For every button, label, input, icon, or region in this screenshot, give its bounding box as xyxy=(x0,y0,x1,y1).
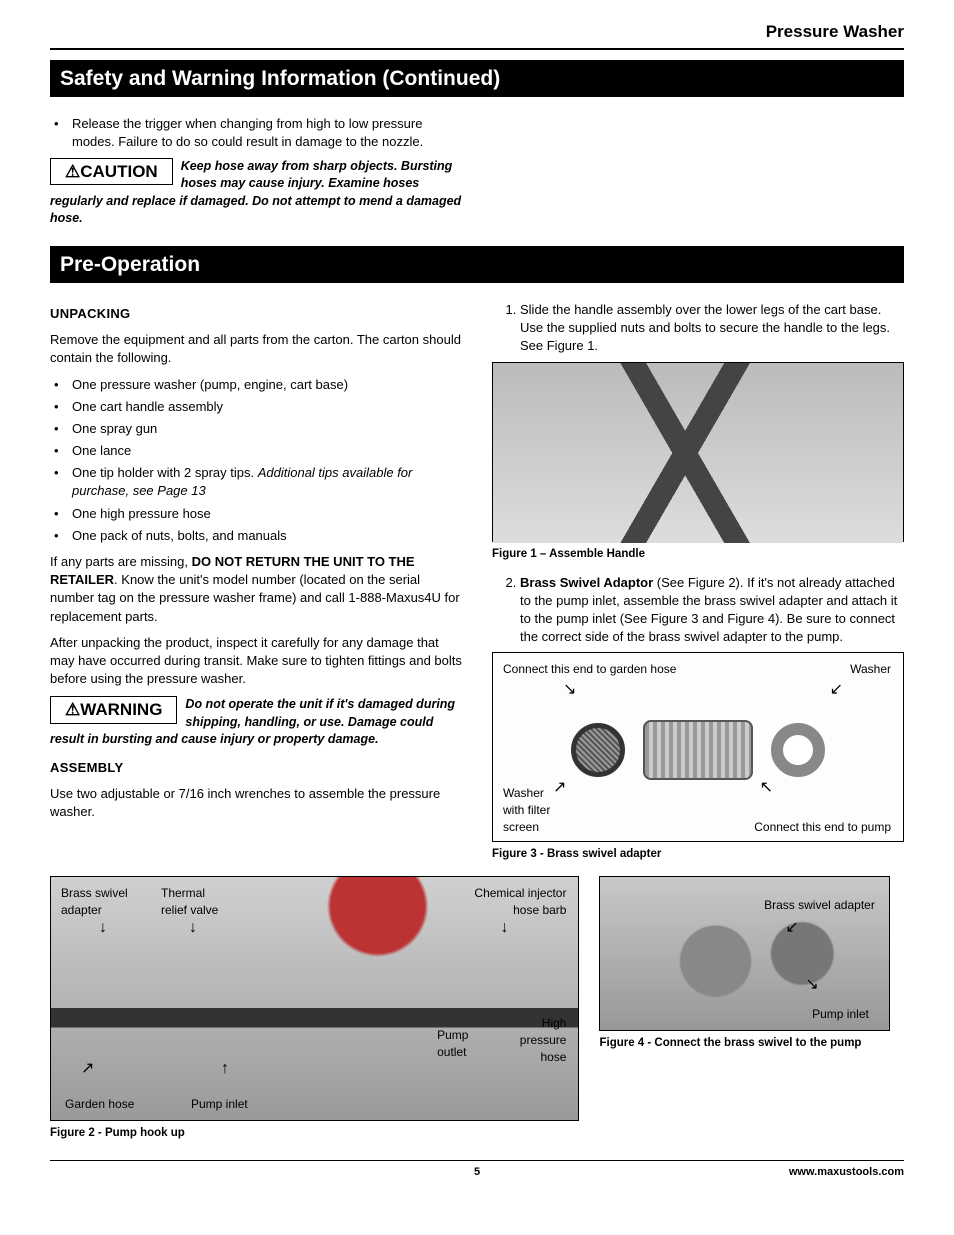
unpacking-list: One pressure washer (pump, engine, cart … xyxy=(50,376,462,546)
section-safety-title: Safety and Warning Information (Continue… xyxy=(50,60,904,97)
list-item: One spray gun xyxy=(72,420,462,438)
arrow-icon: ↑ xyxy=(221,1058,229,1080)
unpacking-intro: Remove the equipment and all parts from … xyxy=(50,331,462,367)
fig4-label-inlet: Pump inlet xyxy=(812,1006,869,1023)
figure-4-caption: Figure 4 - Connect the brass swivel to t… xyxy=(599,1035,889,1051)
list-item: One tip holder with 2 spray tips. Additi… xyxy=(72,464,462,500)
page-footer: 5 www.maxustools.com xyxy=(50,1160,904,1180)
page-number: 5 xyxy=(474,1165,480,1180)
arrow-icon: ↓ xyxy=(99,917,107,939)
fig3-label-pump: Connect this end to pump xyxy=(754,819,891,836)
fig4-label-brass: Brass swivel adapter xyxy=(764,897,875,914)
fig2-label-garden: Garden hose xyxy=(65,1096,134,1113)
list-item: One pressure washer (pump, engine, cart … xyxy=(72,376,462,394)
assembly-step-1: Slide the handle assembly over the lower… xyxy=(520,301,904,356)
fig2-label-outlet: Pump outlet xyxy=(437,1027,468,1061)
warning-block: ⚠WARNING Do not operate the unit if it's… xyxy=(50,696,462,749)
fig2-label-inlet: Pump inlet xyxy=(191,1096,248,1113)
section-preop-title: Pre-Operation xyxy=(50,246,904,283)
fig2-label-chem: Chemical injector hose barb xyxy=(474,885,566,919)
fig2-label-hp: High pressure hose xyxy=(520,1015,567,1065)
assembly-step-2: Brass Swivel Adaptor (See Figure 2). If … xyxy=(520,574,904,647)
arrow-icon: ↓ xyxy=(189,917,197,939)
figure-4: Brass swivel adapter ↙ ↘ Pump inlet xyxy=(599,876,889,1031)
safety-bullet: Release the trigger when changing from h… xyxy=(72,115,462,151)
unpacking-head: UNPACKING xyxy=(50,305,462,323)
fig2-label-brass: Brass swivel adapter xyxy=(61,885,128,919)
fig2-label-thermal: Thermal relief valve xyxy=(161,885,218,919)
missing-parts-text: If any parts are missing, DO NOT RETURN … xyxy=(50,553,462,626)
safety-bullet-list: Release the trigger when changing from h… xyxy=(50,115,462,151)
figure-2-wrap: Brass swivel adapter Thermal relief valv… xyxy=(50,876,579,1141)
arrow-icon: ↓ xyxy=(500,917,508,939)
arrow-icon: ↗ xyxy=(81,1058,94,1080)
fig3-mesh xyxy=(571,723,625,777)
figure-1 xyxy=(492,362,904,542)
footer-url: www.maxustools.com xyxy=(789,1165,904,1180)
figure-2: Brass swivel adapter Thermal relief valv… xyxy=(50,876,579,1121)
caution-block: ⚠CAUTION Keep hose away from sharp objec… xyxy=(50,158,462,228)
inspect-text: After unpacking the product, inspect it … xyxy=(50,634,462,689)
arrow-icon: ↗ xyxy=(553,777,566,799)
assembly-intro: Use two adjustable or 7/16 inch wrenches… xyxy=(50,785,462,821)
header-rule xyxy=(50,48,904,50)
figure-2-caption: Figure 2 - Pump hook up xyxy=(50,1125,579,1141)
caution-label: ⚠CAUTION xyxy=(50,158,173,186)
figure-4-wrap: Brass swivel adapter ↙ ↘ Pump inlet Figu… xyxy=(599,876,889,1141)
arrow-icon: ↙ xyxy=(785,917,798,939)
warning-icon: ⚠ xyxy=(65,700,80,719)
assembly-head: ASSEMBLY xyxy=(50,759,462,777)
page-header: Pressure Washer xyxy=(50,20,904,44)
warning-label: ⚠WARNING xyxy=(50,696,177,724)
list-item: One high pressure hose xyxy=(72,505,462,523)
figure-3: Connect this end to garden hose Washer ↘… xyxy=(492,652,904,842)
figure-1-caption: Figure 1 – Assemble Handle xyxy=(492,546,904,562)
fig3-label-filter: Washer with filter screen xyxy=(503,785,550,835)
list-item: One lance xyxy=(72,442,462,460)
fig3-ring xyxy=(771,723,825,777)
right-column: Slide the handle assembly over the lower… xyxy=(492,295,904,863)
assembly-steps-2: Brass Swivel Adaptor (See Figure 2). If … xyxy=(492,574,904,647)
arrow-icon: ↖ xyxy=(760,777,773,799)
list-item: One pack of nuts, bolts, and manuals xyxy=(72,527,462,545)
arrow-icon: ↘ xyxy=(805,974,818,996)
figure-3-caption: Figure 3 - Brass swivel adapter xyxy=(492,846,904,862)
left-column: UNPACKING Remove the equipment and all p… xyxy=(50,295,462,863)
assembly-steps: Slide the handle assembly over the lower… xyxy=(492,301,904,356)
fig3-coupling xyxy=(643,720,753,780)
warning-icon: ⚠ xyxy=(65,162,80,181)
list-item: One cart handle assembly xyxy=(72,398,462,416)
